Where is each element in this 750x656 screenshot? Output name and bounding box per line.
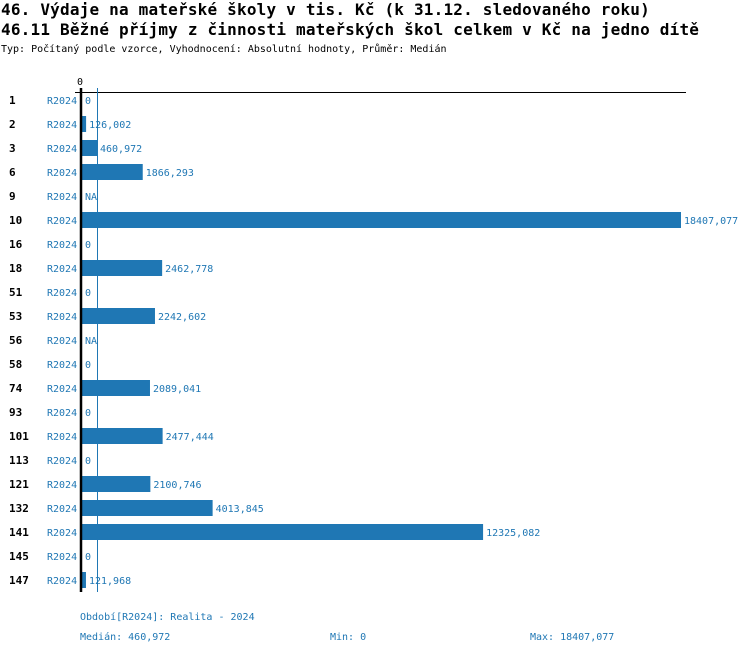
chart-title: 46. Výdaje na mateřské školy v tis. Kč (… xyxy=(1,0,650,19)
row-id-label: 2 xyxy=(9,118,16,131)
bar xyxy=(82,476,151,492)
row-period-label: R2024 xyxy=(47,576,77,587)
value-label: NA xyxy=(85,336,97,347)
row-period-label: R2024 xyxy=(47,288,77,299)
row-id-label: 3 xyxy=(9,142,16,155)
value-label: 2089,041 xyxy=(153,384,201,395)
row-period-label: R2024 xyxy=(47,264,77,275)
value-label: 12325,082 xyxy=(486,528,540,539)
bar xyxy=(82,116,87,132)
value-label: 1866,293 xyxy=(146,168,194,179)
bar xyxy=(82,140,98,156)
row-period-label: R2024 xyxy=(47,360,77,371)
row-period-label: R2024 xyxy=(47,504,77,515)
row-period-label: R2024 xyxy=(47,312,77,323)
footer-min: Min: 0 xyxy=(330,632,367,643)
value-label: NA xyxy=(85,192,97,203)
row-period-label: R2024 xyxy=(47,96,77,107)
row-id-label: 53 xyxy=(9,310,22,323)
row-id-label: 9 xyxy=(9,190,16,203)
value-label: 2100,746 xyxy=(153,480,201,491)
row-period-label: R2024 xyxy=(47,456,77,467)
row-id-label: 145 xyxy=(9,550,29,563)
value-label: 18407,077 xyxy=(684,216,738,227)
row-id-label: 16 xyxy=(9,238,23,251)
chart-subtitle: 46.11 Běžné příjmy z činnosti mateřských… xyxy=(1,20,700,39)
value-label: 2242,602 xyxy=(158,312,206,323)
value-label: 0 xyxy=(85,288,91,299)
row-id-label: 56 xyxy=(9,334,23,347)
value-label: 0 xyxy=(85,96,91,107)
value-label: 126,002 xyxy=(89,120,131,131)
bar xyxy=(82,212,681,228)
row-period-label: R2024 xyxy=(47,432,77,443)
row-period-label: R2024 xyxy=(47,552,77,563)
row-period-label: R2024 xyxy=(47,336,77,347)
row-id-label: 132 xyxy=(9,502,29,515)
row-period-label: R2024 xyxy=(47,408,77,419)
bar xyxy=(82,428,163,444)
row-period-label: R2024 xyxy=(47,192,77,203)
row-id-label: 147 xyxy=(9,574,29,587)
row-period-label: R2024 xyxy=(47,168,77,179)
row-period-label: R2024 xyxy=(47,384,77,395)
row-id-label: 51 xyxy=(9,286,23,299)
row-period-label: R2024 xyxy=(47,144,77,155)
value-label: 121,968 xyxy=(89,576,131,587)
row-id-label: 10 xyxy=(9,214,22,227)
row-id-label: 18 xyxy=(9,262,22,275)
bar xyxy=(82,308,155,324)
row-period-label: R2024 xyxy=(47,240,77,251)
bar xyxy=(82,572,86,588)
footer-median: Medián: 460,972 xyxy=(80,632,171,643)
value-label: 2477,444 xyxy=(166,432,214,443)
footer-max: Max: 18407,077 xyxy=(530,632,615,643)
value-label: 460,972 xyxy=(100,144,142,155)
bar xyxy=(82,500,213,516)
value-label: 2462,778 xyxy=(165,264,213,275)
axis-zero-label: 0 xyxy=(77,77,83,88)
row-id-label: 113 xyxy=(9,454,29,467)
bar xyxy=(82,164,143,180)
value-label: 4013,845 xyxy=(216,504,264,515)
row-period-label: R2024 xyxy=(47,480,77,491)
chart-info: Typ: Počítaný podle vzorce, Vyhodnocení:… xyxy=(1,44,447,55)
value-label: 0 xyxy=(85,408,91,419)
row-id-label: 141 xyxy=(9,526,29,539)
value-label: 0 xyxy=(85,456,91,467)
bar xyxy=(82,524,484,540)
bar xyxy=(82,260,163,276)
footer-period: Období[R2024]: Realita - 2024 xyxy=(80,612,255,623)
row-id-label: 6 xyxy=(9,166,16,179)
row-id-label: 74 xyxy=(9,382,23,395)
row-id-label: 1 xyxy=(9,94,16,107)
row-id-label: 93 xyxy=(9,406,22,419)
bar xyxy=(82,380,150,396)
value-label: 0 xyxy=(85,360,91,371)
row-period-label: R2024 xyxy=(47,120,77,131)
value-label: 0 xyxy=(85,240,91,251)
row-id-label: 101 xyxy=(9,430,29,443)
row-period-label: R2024 xyxy=(47,216,77,227)
row-id-label: 58 xyxy=(9,358,22,371)
row-period-label: R2024 xyxy=(47,528,77,539)
row-id-label: 121 xyxy=(9,478,29,491)
value-label: 0 xyxy=(85,552,91,563)
